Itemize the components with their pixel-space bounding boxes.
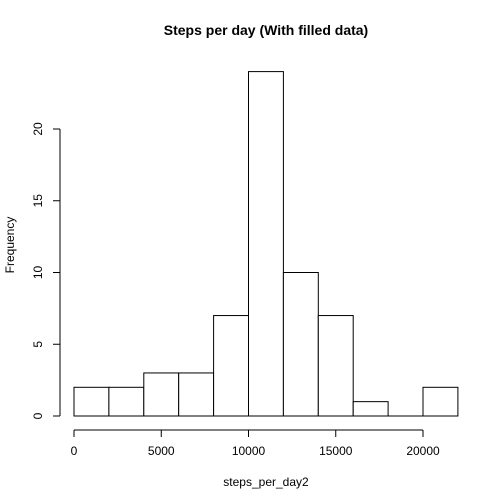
x-tick-label-1: 5000 (148, 444, 175, 458)
y-tick-label-4: 20 (31, 122, 45, 136)
x-tick-label-2: 10000 (232, 444, 266, 458)
x-axis: 0 5000 10000 15000 20000 (71, 429, 440, 458)
x-tick-label-0: 0 (71, 444, 78, 458)
histogram-bar-3 (178, 372, 215, 417)
x-tick-label-4: 20000 (406, 444, 440, 458)
histogram-bar-8 (352, 401, 389, 417)
y-tick-label-0: 0 (31, 412, 45, 419)
y-axis: 0 5 10 15 20 (31, 122, 61, 419)
y-tick-label-3: 15 (31, 194, 45, 208)
y-tick-label-1: 5 (31, 341, 45, 348)
histogram-bar-5 (248, 71, 284, 417)
histogram-bar-2 (143, 372, 180, 417)
histogram-bar-6 (282, 272, 319, 417)
x-axis-label: steps_per_day2 (223, 475, 309, 489)
chart-title: Steps per day (With filled data) (164, 22, 368, 38)
histogram-bar-10 (422, 386, 459, 417)
bars-group (73, 71, 459, 417)
histogram-bar-1 (108, 386, 145, 417)
y-axis-label: Frequency (3, 217, 17, 274)
x-tick-label-3: 15000 (319, 444, 353, 458)
y-tick-label-2: 10 (31, 266, 45, 280)
histogram-bar-0 (73, 386, 110, 417)
histogram-bar-4 (213, 315, 250, 417)
histogram-bar-7 (317, 315, 354, 417)
